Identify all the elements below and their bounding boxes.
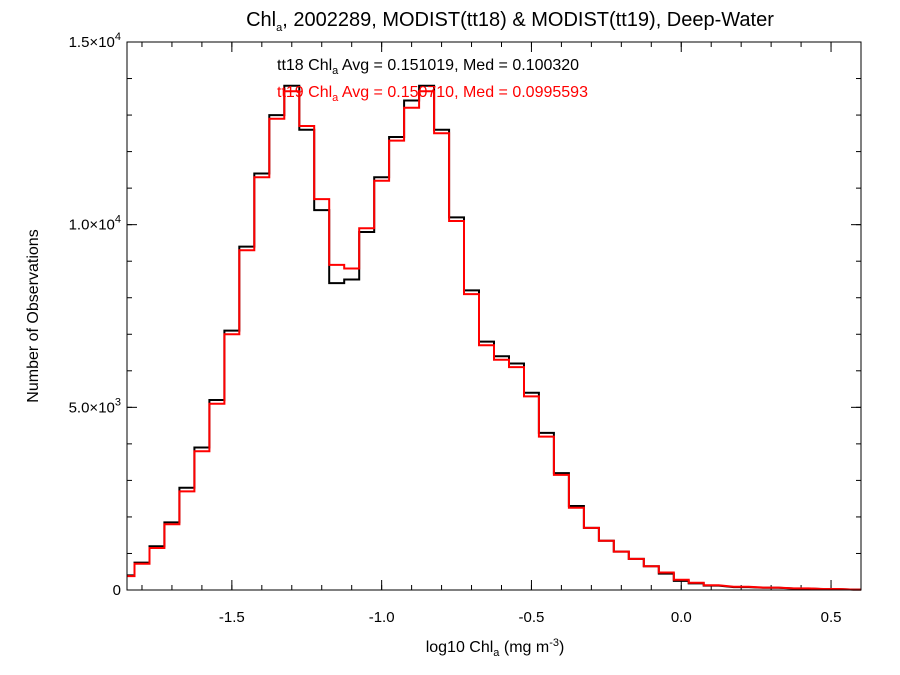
tt19-stats-annotation: tt19 Chla Avg = 0.150710, Med = 0.099559… — [277, 84, 588, 104]
x-axis-ticks: -1.5 -1.0 -0.5 0.0 0.5 — [141, 42, 862, 626]
tt18-histogram-line — [127, 84, 861, 591]
y-tick-label: 1.0×104 — [69, 214, 121, 234]
x-tick-label: -1.0 — [369, 609, 395, 626]
x-tick-label: 0.0 — [671, 609, 692, 626]
y-axis-label: Number of Observations — [25, 229, 42, 402]
chart-title: Chla, 2002289, MODIST(tt18) & MODIST(tt1… — [246, 9, 774, 34]
y-tick-label: 1.5×104 — [69, 31, 121, 51]
x-axis-label: log10 Chla (mg m-3) — [426, 637, 565, 659]
tt19-histogram-line — [127, 90, 861, 591]
series-layer — [127, 84, 861, 591]
tt18-stats-annotation: tt18 Chla Avg = 0.151019, Med = 0.100320 — [277, 57, 579, 77]
x-tick-label: -0.5 — [519, 609, 545, 626]
y-tick-label: 0 — [113, 582, 121, 599]
x-tick-label: 0.5 — [821, 609, 842, 626]
x-tick-label: -1.5 — [219, 609, 245, 626]
plot-frame — [126, 41, 862, 591]
y-axis-ticks: 0 5.0×103 1.0×104 1.5×104 — [69, 31, 861, 599]
y-tick-label: 5.0×103 — [69, 396, 121, 416]
